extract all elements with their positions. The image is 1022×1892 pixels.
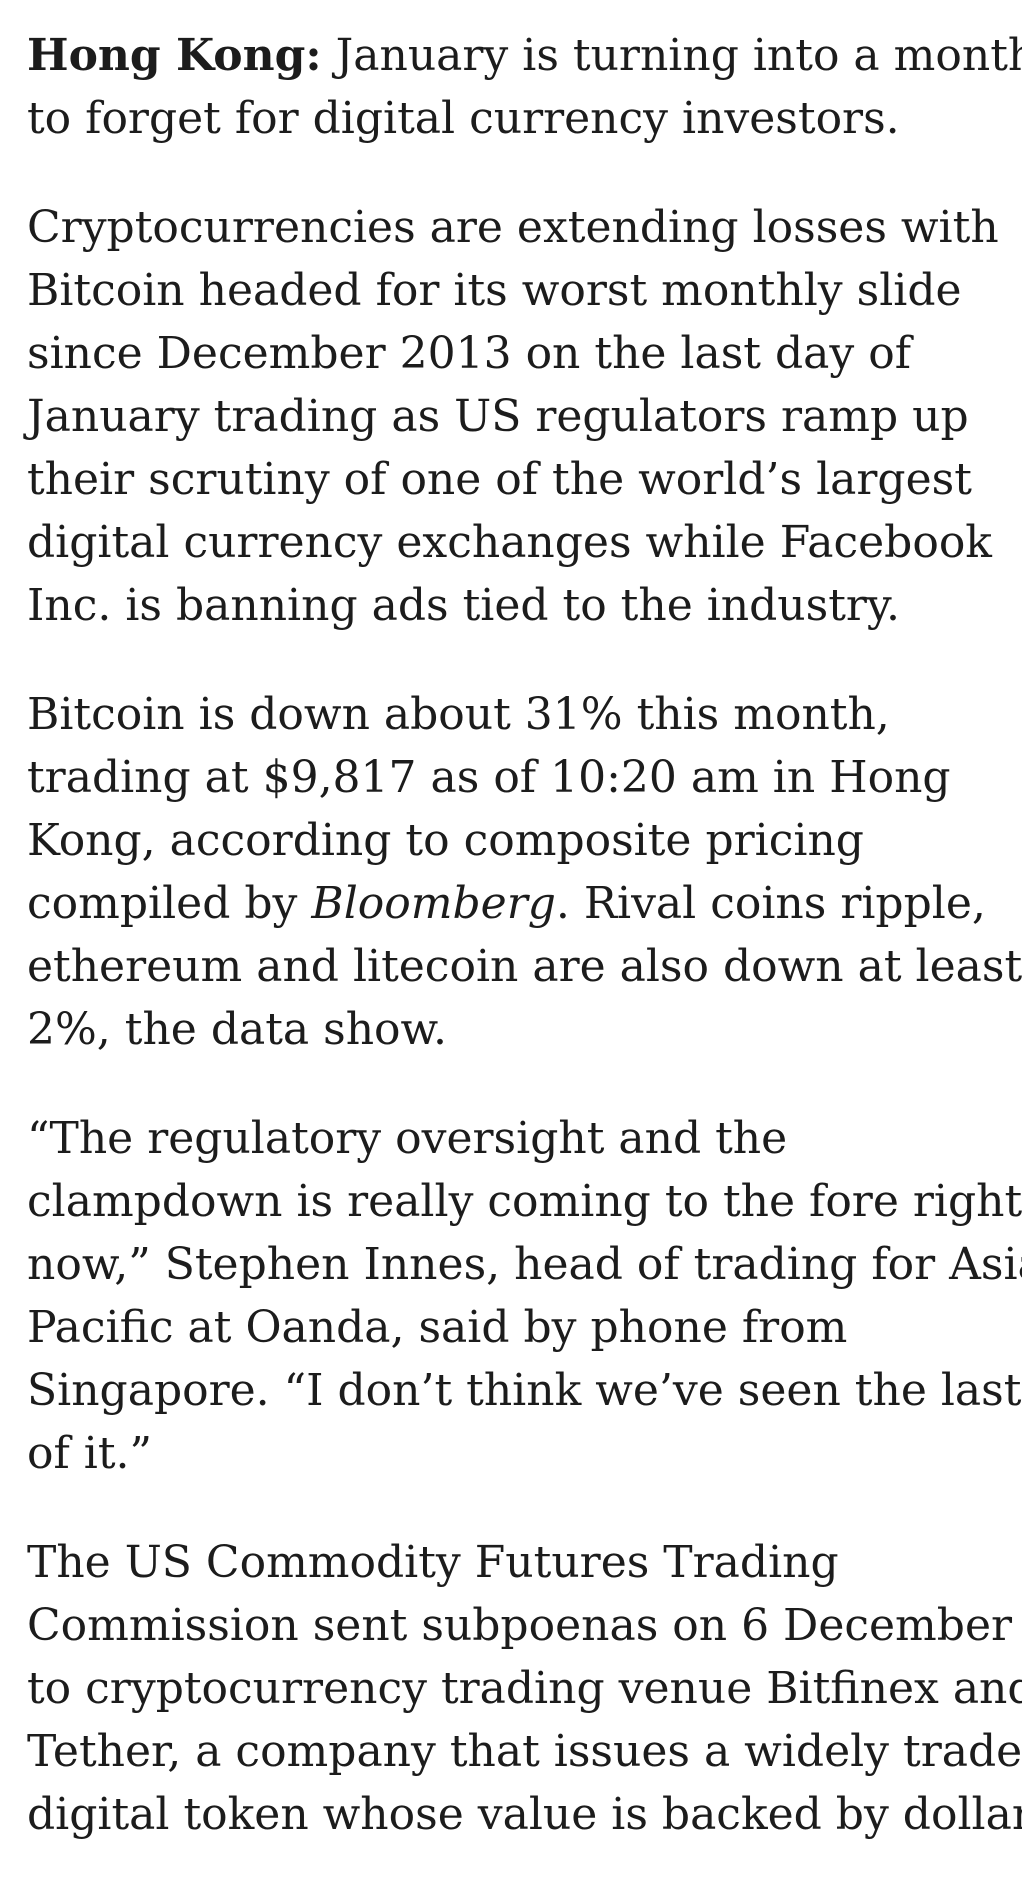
dateline: Hong Kong:	[27, 30, 322, 81]
paragraph-line: clampdown is really coming to the fore r…	[27, 1176, 1022, 1227]
article-body: Hong Kong: January is turning into a mon…	[27, 24, 1022, 1892]
paragraph-line: Cryptocurrencies are extending losses wi…	[27, 202, 999, 253]
publication-name: Bloomberg	[311, 878, 556, 929]
paragraph-line: The US Commodity Futures Trading	[27, 1537, 839, 1588]
paragraph-line: since December 2013 on the last day of	[27, 328, 911, 379]
paragraph-line: to cryptocurrency trading venue Bitfinex…	[27, 1663, 1022, 1714]
paragraph-line: ethereum and litecoin are also down at l…	[27, 941, 1022, 992]
paragraph-text: . Rival coins ripple,	[555, 878, 986, 929]
paragraph-line: compiled by Bloomberg. Rival coins rippl…	[27, 872, 1022, 935]
paragraph-line: January trading as US regulators ramp up	[27, 391, 969, 442]
paragraph-line: Commission sent subpoenas on 6 December	[27, 1600, 1013, 1651]
paragraph-line: Inc. is banning ads tied to the industry…	[27, 580, 900, 631]
paragraph-line: now,” Stephen Innes, head of trading for…	[27, 1239, 1022, 1290]
paragraph-text: January is turning into a month	[321, 30, 1022, 81]
paragraph-line: 2%, the data show.	[27, 1004, 447, 1055]
paragraph-line: Bitcoin is down about 31% this month,	[27, 689, 890, 740]
paragraph-line: of it.”	[27, 1428, 152, 1479]
paragraph-line: digital currency exchanges while Faceboo…	[27, 517, 992, 568]
paragraph-line: Hong Kong: January is turning into a mon…	[27, 24, 1022, 87]
paragraph-4: “The regulatory oversight and the clampd…	[27, 1107, 1022, 1485]
paragraph-line: to forget for digital currency investors…	[27, 93, 900, 144]
paragraph-line: trading at $9,817 as of 10:20 am in Hong	[27, 752, 951, 803]
paragraph-3: Bitcoin is down about 31% this month, tr…	[27, 683, 1022, 1061]
paragraph-line: their scrutiny of one of the world’s lar…	[27, 454, 972, 505]
paragraph-line: Pacific at Oanda, said by phone from	[27, 1302, 848, 1353]
paragraph-line: Tether, a company that issues a widely t…	[27, 1726, 1022, 1777]
paragraph-line: Bitcoin headed for its worst monthly sli…	[27, 265, 962, 316]
paragraph-1: Hong Kong: January is turning into a mon…	[27, 24, 1022, 150]
paragraph-text: compiled by	[27, 878, 312, 929]
paragraph-line: digital token whose value is backed by d…	[27, 1789, 1022, 1840]
paragraph-2: Cryptocurrencies are extending losses wi…	[27, 196, 1022, 637]
paragraph-line: Kong, according to composite pricing	[27, 815, 864, 866]
paragraph-5: The US Commodity Futures Trading Commiss…	[27, 1531, 1022, 1846]
paragraph-line: “The regulatory oversight and the	[27, 1113, 788, 1164]
paragraph-line: Singapore. “I don’t think we’ve seen the…	[27, 1365, 1022, 1416]
